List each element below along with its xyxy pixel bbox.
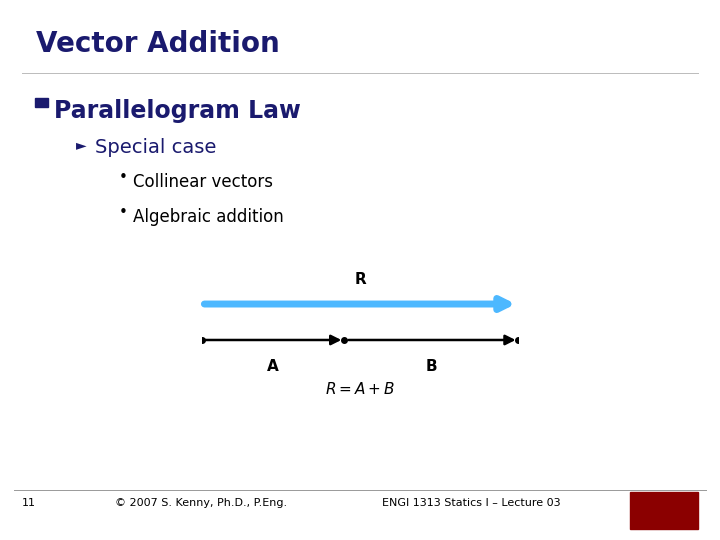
Text: A: A	[267, 360, 279, 374]
Bar	[35, 98, 48, 107]
Text: Special case: Special case	[95, 138, 217, 157]
Text: B: B	[426, 360, 437, 374]
Bar	[630, 492, 698, 529]
Text: 11: 11	[22, 498, 35, 508]
Text: Parallelogram Law: Parallelogram Law	[54, 99, 301, 123]
Text: © 2007 S. Kenny, Ph.D., P.Eng.: © 2007 S. Kenny, Ph.D., P.Eng.	[115, 498, 287, 508]
Text: •: •	[119, 205, 127, 220]
Text: Collinear vectors: Collinear vectors	[133, 173, 273, 191]
Text: MEMORIAL: MEMORIAL	[647, 504, 682, 509]
Text: •: •	[119, 170, 127, 185]
Text: Algebraic addition: Algebraic addition	[133, 208, 284, 226]
Text: $R = A+B$: $R = A+B$	[325, 381, 395, 397]
Text: UNIVERSITY: UNIVERSITY	[647, 515, 682, 520]
Text: ENGI 1313 Statics I – Lecture 03: ENGI 1313 Statics I – Lecture 03	[382, 498, 560, 508]
Text: ►: ►	[76, 138, 86, 152]
Text: Vector Addition: Vector Addition	[36, 30, 280, 58]
Text: R: R	[354, 272, 366, 287]
